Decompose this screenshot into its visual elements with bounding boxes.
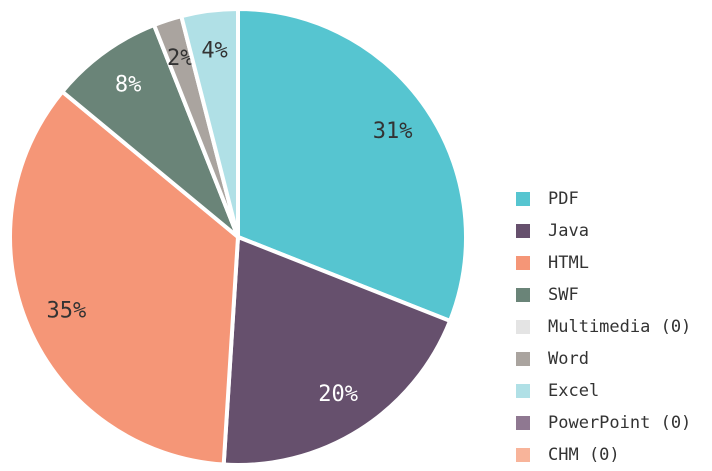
legend-label: Multimedia (0) [548,317,691,337]
slice-label: 8% [115,73,142,98]
legend-label: CHM (0) [548,445,620,465]
pie-slice [221,234,453,467]
legend-label: SWF [548,285,579,305]
legend-label: PDF [548,189,579,209]
legend-swatch [516,256,530,270]
slice-label: 31% [373,119,413,144]
legend-swatch [516,320,530,334]
legend-label: HTML [548,253,589,273]
legend-swatch [516,416,530,430]
legend-swatch [516,288,530,302]
legend-swatch [516,224,530,238]
slice-label: 20% [318,382,358,407]
legend-swatch [516,192,530,206]
legend-swatch [516,352,530,366]
slice-label: 35% [47,298,87,323]
legend-swatch [516,448,530,462]
legend-swatch [516,384,530,398]
pie-slice [59,22,240,239]
pie-slice [236,6,468,324]
legend-label: Java [548,221,589,241]
legend-label: Excel [548,381,599,401]
legend-label: Word [548,349,589,369]
legend-label: PowerPoint (0) [548,413,691,433]
slice-label: 4% [201,39,228,64]
pie-slice [8,88,241,467]
